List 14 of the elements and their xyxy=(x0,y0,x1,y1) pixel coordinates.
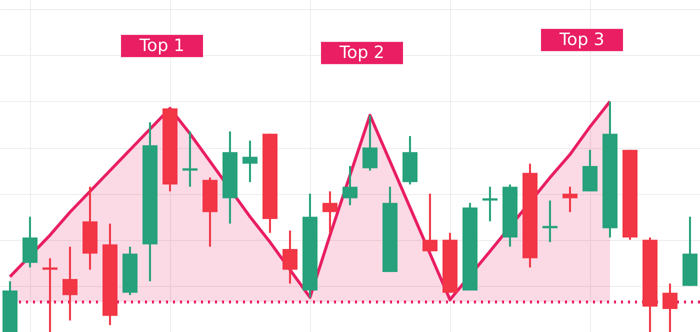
candlestick xyxy=(662,282,678,332)
candlestick xyxy=(542,200,558,244)
text: Top 3 xyxy=(558,30,604,50)
text: Top 1 xyxy=(138,36,184,56)
candlestick xyxy=(422,192,438,252)
candlestick xyxy=(562,186,578,214)
candlestick xyxy=(362,114,378,172)
candlestick xyxy=(62,246,78,322)
candlestick xyxy=(282,230,298,285)
candlestick xyxy=(42,257,58,332)
candlestick xyxy=(242,140,258,184)
text: Top 2 xyxy=(338,43,384,63)
candlestick xyxy=(342,165,358,206)
candlestick xyxy=(322,190,338,234)
